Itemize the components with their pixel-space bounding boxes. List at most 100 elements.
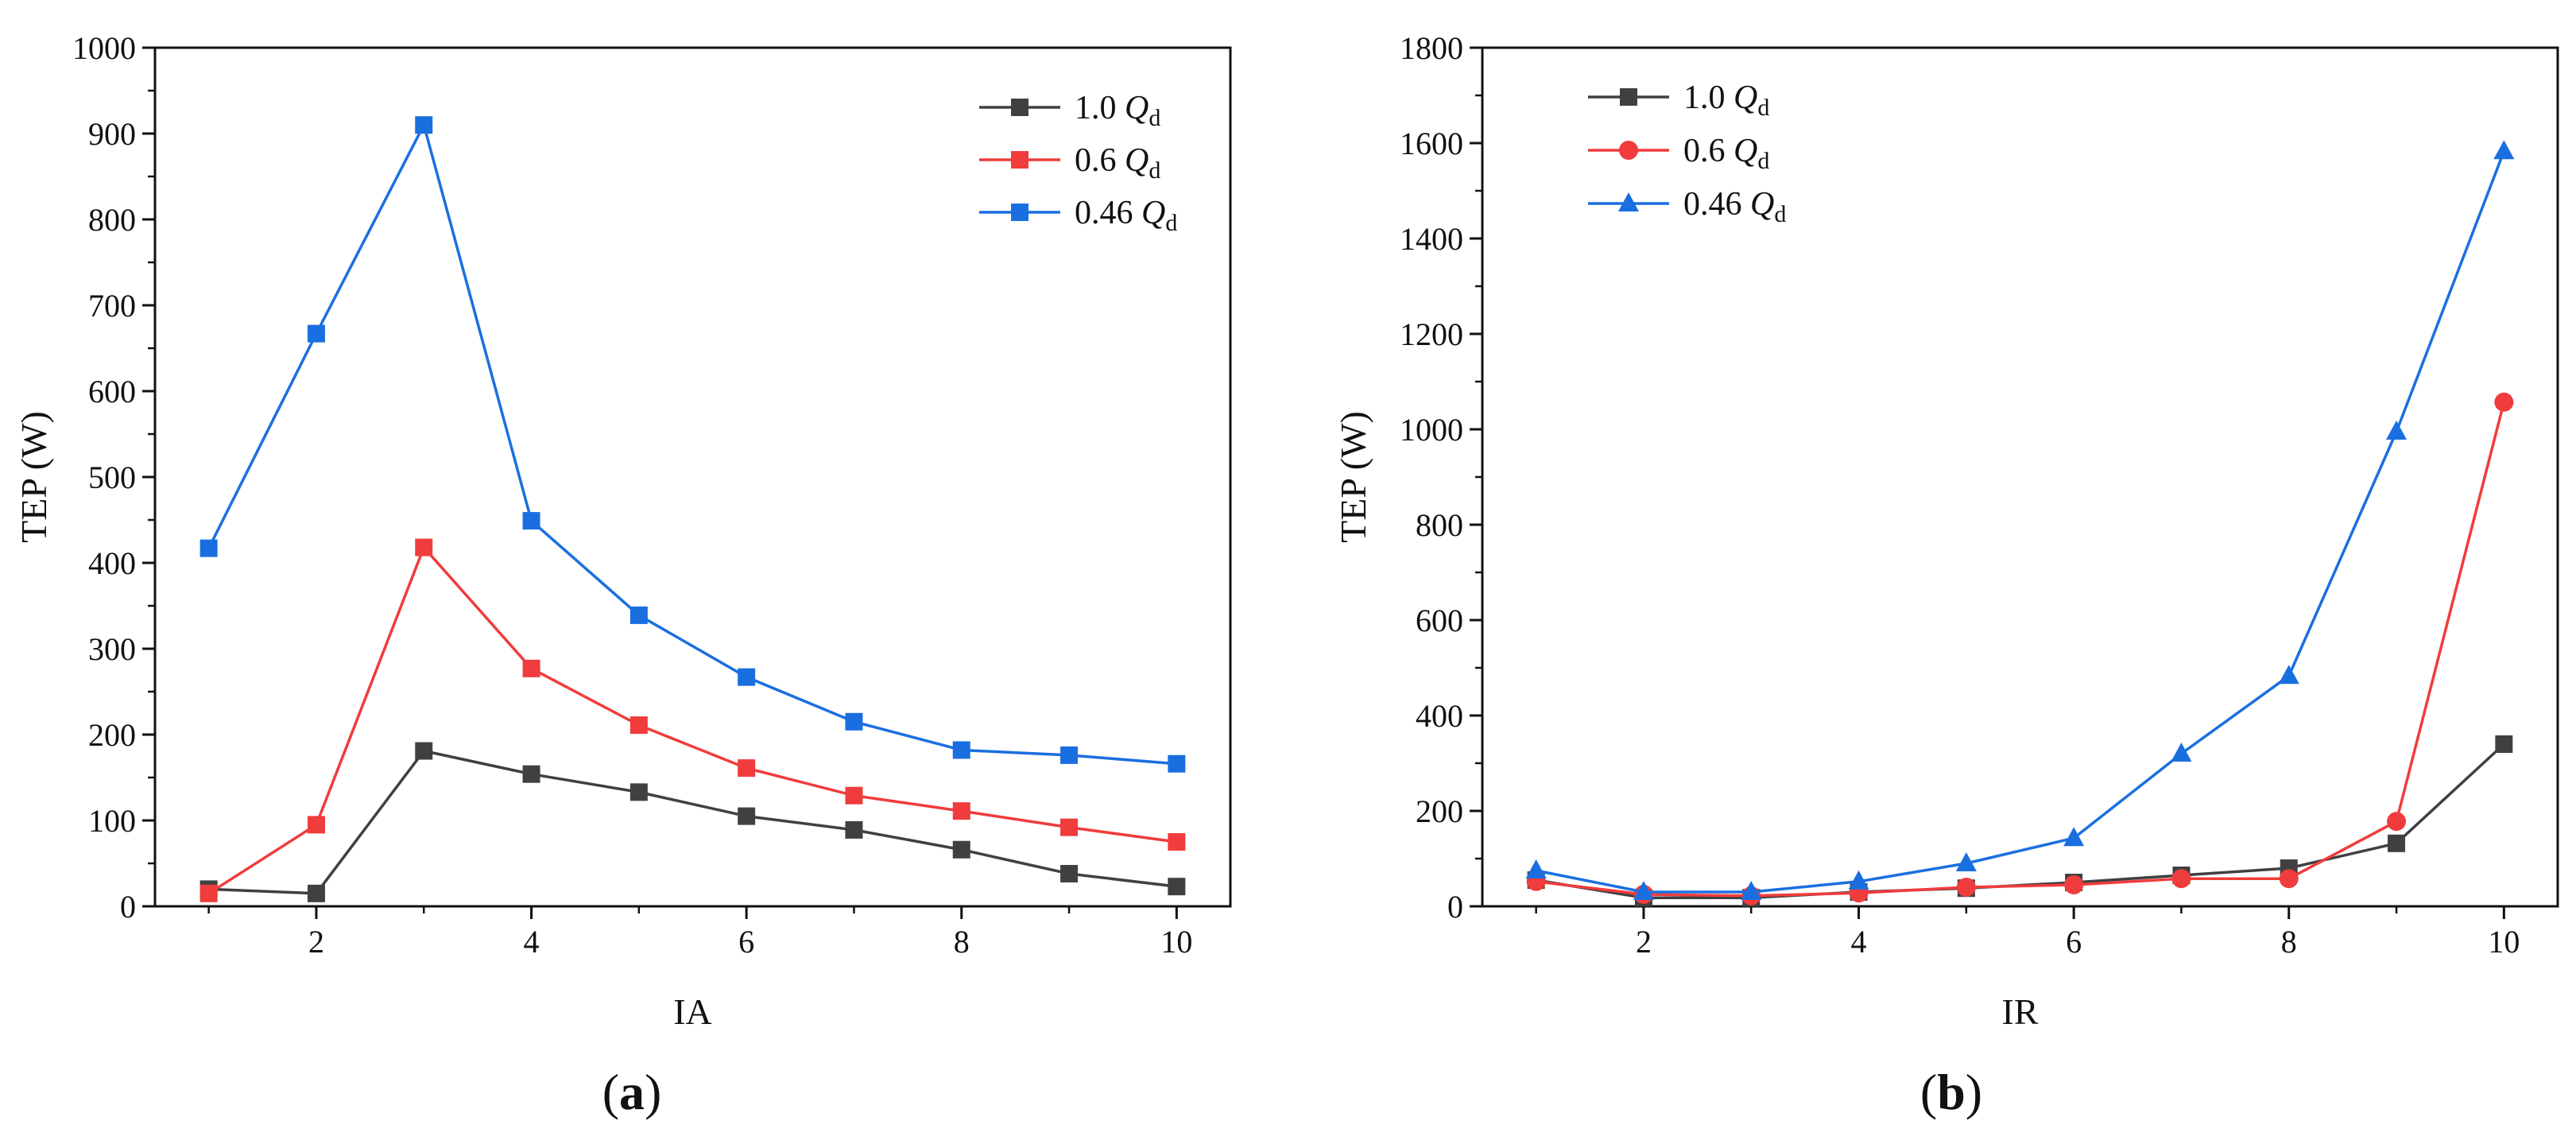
data-point (845, 786, 863, 805)
legend-marker (1619, 141, 1638, 160)
y-axis-label: TEP (W) (14, 411, 54, 543)
y-tick-label: 0 (1447, 889, 1463, 925)
data-point (1060, 864, 1079, 882)
data-point (199, 539, 218, 557)
y-tick-label: 200 (88, 717, 136, 753)
legend: 1.0 Qd0.6 Qd0.46 Qd (1588, 80, 1786, 227)
y-tick-label: 100 (88, 803, 136, 839)
data-point (1848, 870, 1869, 890)
data-point (522, 765, 540, 783)
y-tick-label: 300 (88, 631, 136, 667)
legend-label: 0.46 Qd (1075, 195, 1177, 236)
panel-label-letter: a (619, 1064, 645, 1120)
x-tick-label: 8 (2281, 924, 2297, 960)
series-2 (1526, 392, 2514, 906)
y-tick-label: 1200 (1400, 316, 1463, 352)
data-point (415, 116, 433, 134)
y-tick-label: 600 (88, 374, 136, 409)
data-point (629, 606, 648, 624)
y-axis-label: TEP (W) (1333, 411, 1373, 543)
chart-panel-b: 0 200 400 600 800 1000 1200 1400 1600 1800 2 4 6 8 10 I… (1333, 30, 2559, 1120)
legend-marker (1620, 88, 1637, 106)
data-point (307, 324, 325, 343)
y-tick-label: 1800 (1400, 30, 1463, 66)
panel-label-paren: ) (1966, 1064, 1982, 1120)
series-1 (1527, 735, 2513, 907)
plot-frame (1481, 46, 2559, 908)
legend-label: 1.0 Qd (1075, 90, 1160, 131)
data-point (1956, 878, 1976, 897)
legend: 1.0 Qd0.6 Qd0.46 Qd (979, 90, 1177, 236)
y-tick-label: 1000 (1400, 412, 1463, 448)
series-3 (199, 116, 1186, 773)
data-point (845, 820, 863, 839)
legend-marker (1011, 151, 1028, 169)
data-point (738, 759, 756, 778)
series-line (1536, 743, 2505, 899)
data-point (629, 716, 648, 735)
y-tick-label: 1000 (72, 30, 136, 66)
data-point (2171, 743, 2192, 762)
x-tick-label: 4 (524, 924, 540, 960)
x-axis-label: IR (2002, 991, 2039, 1032)
legend-label-sub: d (1165, 210, 1177, 236)
series-line (207, 545, 1177, 895)
data-point (199, 884, 218, 902)
x-tick-label: 10 (1160, 924, 1192, 960)
data-point (1525, 859, 1547, 878)
legend-label: 0.6 Qd (1075, 142, 1160, 184)
panel-label-letter: b (1937, 1064, 1966, 1120)
data-point (415, 538, 433, 557)
data-point (1955, 852, 1977, 871)
data-point (2388, 834, 2406, 852)
legend-label-q: Q (1733, 133, 1757, 169)
legend-label-text: 0.46 (1683, 186, 1750, 223)
data-point (1060, 818, 1079, 836)
legend-label-q: Q (1125, 90, 1149, 126)
data-point (307, 884, 325, 902)
data-point (1168, 833, 1186, 851)
data-point (1168, 754, 1186, 773)
y-tick-label: 1600 (1400, 126, 1463, 161)
data-point (629, 783, 648, 801)
legend-label-q: Q (1733, 80, 1757, 116)
data-point (738, 668, 756, 686)
legend-label-sub: d (1757, 148, 1769, 174)
data-point (1741, 881, 1762, 900)
data-point (2278, 665, 2299, 685)
chart-panel-a: 0 100 200 300 400 500 600 700 800 900 1000 2 4 6 8 10 IA… (14, 30, 1232, 1120)
panel-label-paren: ( (1920, 1064, 1937, 1120)
y-tick-label: 700 (88, 288, 136, 324)
data-point (2063, 827, 2085, 847)
y-tick-label: 400 (1416, 698, 1463, 734)
x-tick-label: 4 (1851, 924, 1867, 960)
x-tick-label: 10 (2488, 924, 2520, 960)
legend-label-text: 0.6 (1075, 142, 1125, 179)
legend-label-q: Q (1141, 195, 1165, 231)
plot-frame (153, 46, 1232, 908)
legend-label-text: 1.0 (1075, 90, 1125, 126)
data-point (2386, 421, 2407, 440)
legend-label-q: Q (1125, 142, 1149, 179)
data-point (522, 512, 540, 530)
y-tick-label: 600 (1416, 603, 1463, 638)
data-point (415, 742, 433, 760)
data-point (845, 712, 863, 731)
data-point (2279, 869, 2299, 889)
series-line (1536, 150, 2505, 894)
x-tick-label: 2 (308, 924, 324, 960)
series-line (208, 749, 1177, 895)
legend-marker (1618, 192, 1639, 211)
x-axis-label: IA (673, 991, 712, 1032)
y-tick-label: 0 (120, 889, 136, 925)
data-point (1060, 746, 1079, 764)
series-line (1536, 401, 2506, 898)
legend-label-text: 1.0 (1683, 80, 1733, 116)
legend-marker (1011, 204, 1028, 221)
data-point (2495, 735, 2513, 753)
x-tick-label: 6 (2066, 924, 2082, 960)
legend-label-sub: d (1774, 201, 1786, 227)
series-line (207, 123, 1177, 766)
legend-label-q: Q (1750, 186, 1774, 223)
